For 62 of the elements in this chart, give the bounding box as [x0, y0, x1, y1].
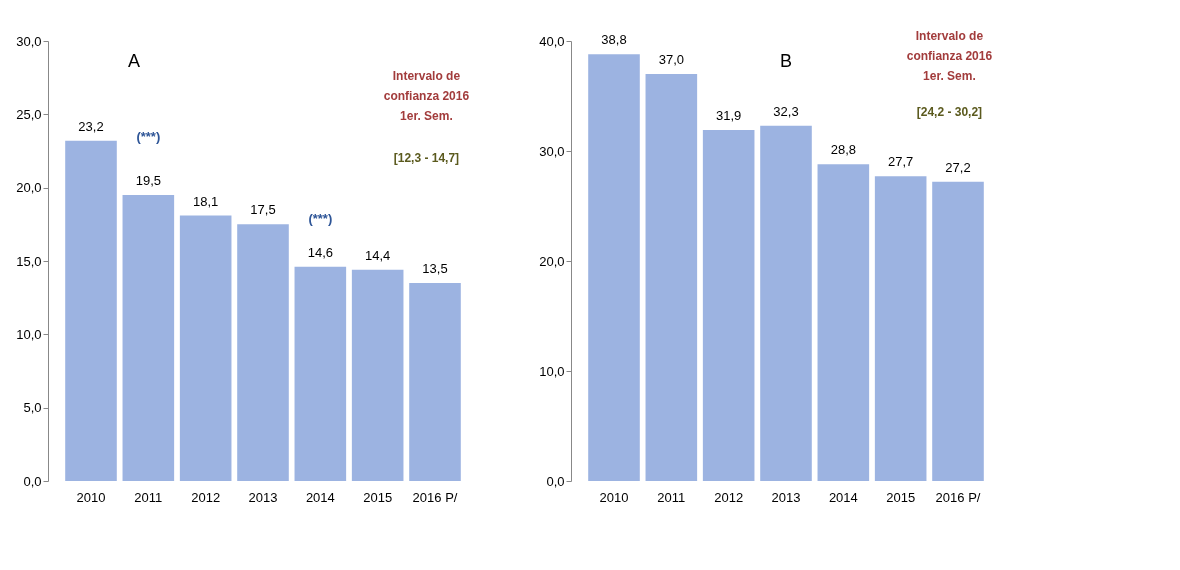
x-tick-label: 2012: [191, 489, 221, 505]
bar: [122, 195, 175, 481]
x-tick-label: 2013: [248, 489, 278, 505]
x-tick-label: 2015: [886, 489, 916, 505]
y-tick-label: 40,0: [539, 33, 565, 49]
data-label: 27,2: [945, 159, 971, 175]
data-label: 38,8: [601, 32, 627, 48]
data-label: 13,5: [422, 261, 448, 276]
y-tick-label: 30,0: [539, 143, 565, 159]
bar: [237, 224, 289, 481]
annotation: [24,2 - 30,2]: [916, 105, 983, 119]
bar: [179, 215, 232, 481]
y-tick-label: 25,0: [16, 106, 42, 122]
x-tick-label: 2014: [828, 489, 858, 505]
x-tick-label: 2012: [714, 489, 744, 505]
x-tick-label: 2014: [305, 489, 335, 505]
x-tick-label: 2015: [363, 489, 393, 505]
bar: [874, 176, 927, 481]
y-tick-label: 0,0: [546, 473, 565, 489]
data-label: 18,1: [193, 193, 219, 209]
x-tick-label: 2010: [76, 489, 106, 505]
bar: [702, 130, 755, 481]
annotation: (***): [136, 129, 161, 144]
bar: [351, 269, 404, 481]
annotation: [12,3 - 14,7]: [393, 151, 460, 165]
data-label: 17,5: [250, 202, 276, 218]
annotation: (***): [308, 211, 333, 226]
x-tick-label: 2013: [771, 489, 801, 505]
data-label: 19,5: [135, 173, 161, 188]
y-tick-label: 15,0: [16, 253, 42, 269]
bar: [817, 164, 870, 481]
y-tick-label: 10,0: [16, 326, 42, 342]
data-label: 31,9: [716, 108, 742, 124]
data-label: 23,2: [78, 118, 104, 134]
data-label: 37,0: [658, 52, 684, 67]
bar: [65, 140, 117, 481]
y-tick-label: 5,0: [23, 400, 42, 416]
bar: [645, 74, 698, 481]
bar: [760, 125, 812, 481]
bar: [932, 181, 984, 481]
x-tick-label: 2011: [657, 489, 686, 505]
x-tick-label: 2010: [599, 489, 629, 505]
annotation: A: [127, 51, 141, 71]
bar: [409, 283, 461, 481]
data-label: 32,3: [773, 103, 799, 119]
y-tick-label: 20,0: [16, 180, 42, 196]
annotation: Intervalo de confianza 2016 1er. Sem.: [906, 29, 993, 83]
annotation: Intervalo de confianza 2016 1er. Sem.: [383, 69, 470, 123]
bar: [588, 54, 640, 481]
data-label: 14,6: [307, 244, 333, 260]
bar: [294, 266, 347, 481]
data-label: 28,8: [830, 142, 856, 158]
x-tick-label: 2016 P/: [412, 489, 458, 505]
data-label: 27,7: [888, 154, 914, 170]
y-tick-label: 30,0: [16, 33, 42, 49]
annotation: B: [779, 51, 793, 71]
x-tick-label: 2016 P/: [935, 489, 981, 505]
y-tick-label: 0,0: [23, 473, 42, 489]
y-tick-label: 10,0: [539, 363, 565, 379]
x-tick-label: 2011: [134, 489, 163, 505]
y-tick-label: 20,0: [539, 253, 565, 269]
data-label: 14,4: [365, 247, 391, 263]
